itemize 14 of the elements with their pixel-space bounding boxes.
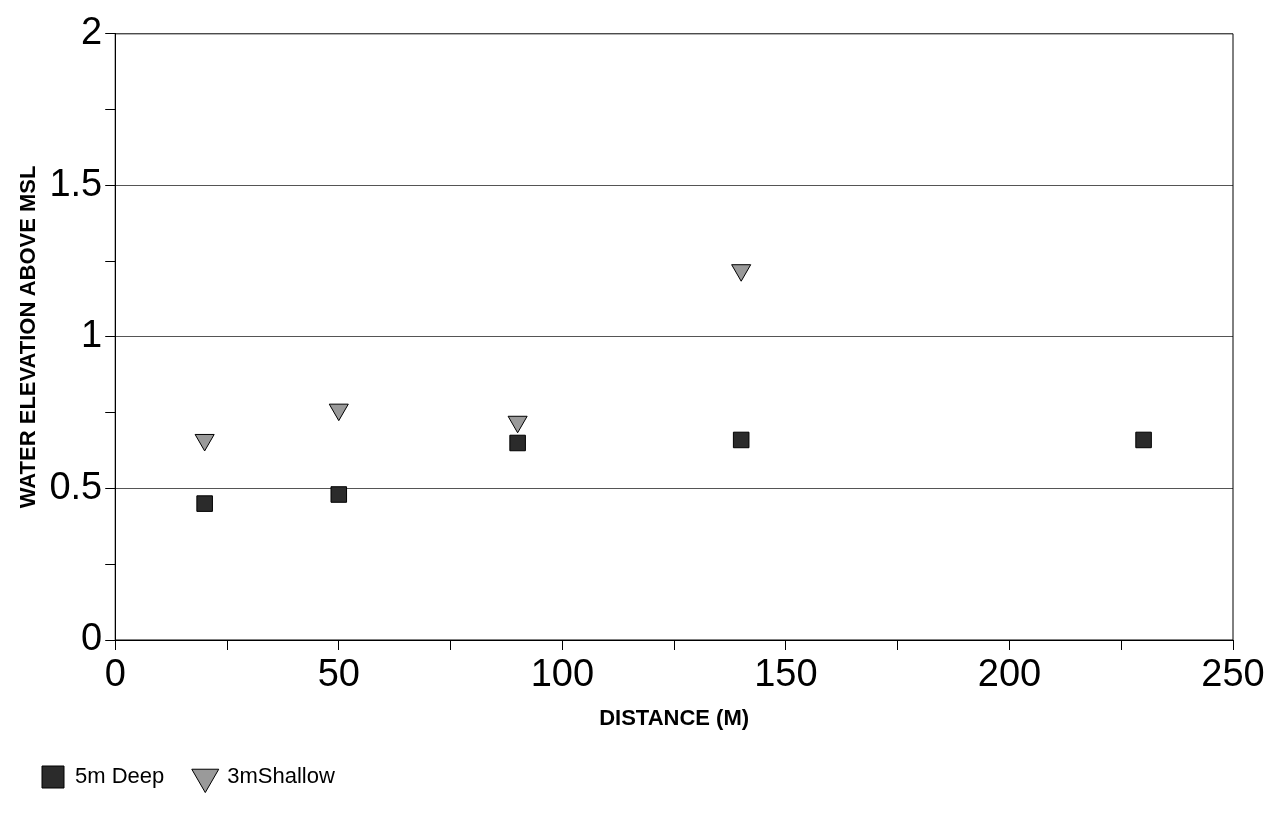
x-tick-label: 100 [530,652,595,695]
x-tick-label: 50 [317,652,360,695]
y-tick-label: 1.5 [49,161,103,204]
y-tick-label: 1 [81,313,103,356]
legend-label: 5m Deep [75,763,165,789]
y-tick-label: 0.5 [49,464,103,507]
x-axis-title: DISTANCE (M) [599,704,750,730]
x-tick-label: 250 [1201,652,1265,695]
y-axis-title: WATER ELEVATION ABOVE MSL [15,165,41,509]
y-tick-label: 0 [81,616,103,659]
y-tick-label: 2 [81,10,103,53]
x-tick-label: 150 [754,652,818,695]
x-tick-label: 200 [977,652,1042,695]
legend-label: 3mShallow [227,763,335,789]
